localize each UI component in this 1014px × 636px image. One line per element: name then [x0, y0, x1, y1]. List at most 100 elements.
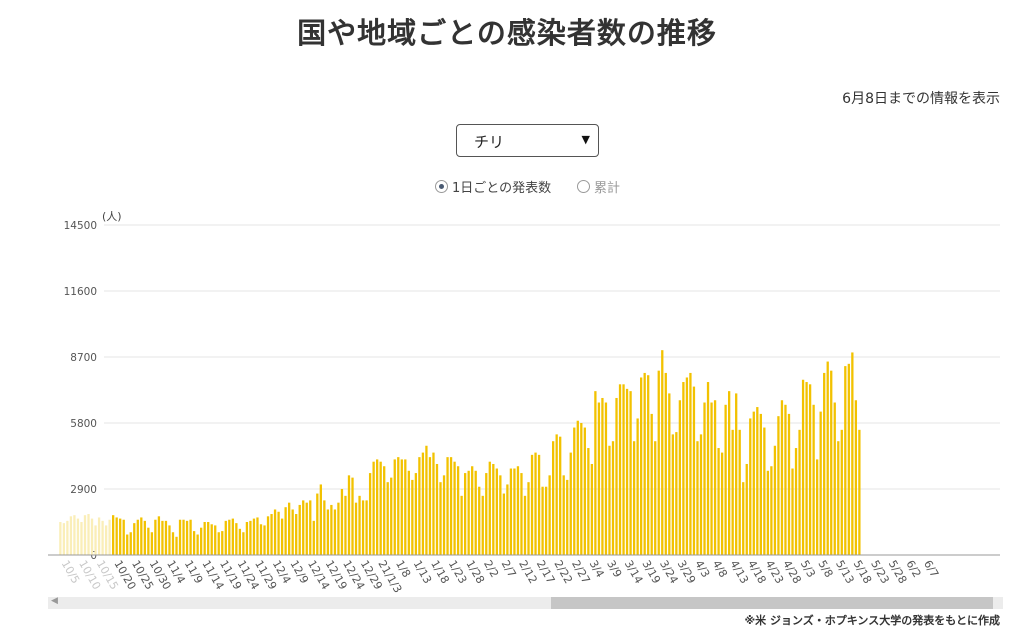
bar	[83, 515, 87, 555]
bar	[742, 482, 745, 555]
bar	[207, 522, 210, 555]
bar	[847, 363, 850, 555]
scrollbar-thumb[interactable]	[551, 597, 993, 609]
bar	[513, 468, 516, 555]
bar	[499, 475, 502, 555]
bar	[611, 441, 615, 555]
bar	[516, 466, 520, 555]
bar	[365, 500, 368, 555]
bar	[277, 511, 280, 555]
bar	[523, 495, 527, 555]
bar	[73, 515, 76, 555]
bar	[647, 375, 650, 555]
bar	[481, 495, 484, 555]
bar	[368, 473, 372, 555]
chart-scrollbar[interactable]: ◀	[48, 596, 1003, 609]
bar	[752, 411, 755, 555]
bar	[288, 502, 291, 555]
bar	[520, 473, 523, 555]
bar	[703, 402, 706, 555]
bar	[777, 416, 780, 555]
bar	[407, 470, 410, 555]
bar	[87, 514, 90, 555]
y-tick-label: 8700	[70, 352, 97, 364]
bar	[583, 427, 586, 555]
bar	[615, 397, 618, 555]
bar	[323, 500, 326, 555]
bar	[731, 429, 734, 555]
radio-daily[interactable]: 1日ごとの発表数	[435, 177, 551, 196]
bar	[351, 477, 354, 555]
bar	[738, 429, 741, 555]
bar	[76, 518, 80, 555]
x-tick-label: 4/8	[710, 558, 730, 580]
bar	[143, 520, 146, 555]
bar	[383, 466, 386, 555]
bar	[699, 434, 703, 555]
bar	[858, 429, 861, 555]
bar	[474, 470, 477, 555]
bar	[217, 532, 220, 555]
bar	[397, 457, 400, 555]
bar	[333, 509, 337, 555]
bar	[544, 486, 548, 555]
bar	[270, 514, 273, 555]
bar	[502, 493, 506, 555]
bar	[214, 525, 217, 555]
radio-cumulative-label: 累計	[594, 181, 621, 196]
bar	[122, 519, 125, 555]
bar	[284, 507, 287, 555]
bar	[358, 495, 361, 555]
bar	[773, 445, 777, 555]
bar	[668, 393, 671, 555]
bar	[390, 477, 393, 555]
bar	[780, 400, 784, 555]
bar	[361, 500, 365, 555]
bar	[340, 489, 344, 555]
bar	[541, 486, 544, 555]
bar	[805, 382, 808, 555]
x-tick-label: 5/8	[815, 558, 835, 580]
bar	[129, 532, 132, 555]
bar	[210, 524, 213, 555]
bar	[728, 391, 731, 555]
bar	[808, 384, 812, 555]
bar	[80, 522, 83, 555]
bar	[140, 517, 143, 555]
bar	[393, 459, 396, 555]
bar	[830, 370, 833, 555]
bar	[453, 461, 456, 555]
bar	[414, 473, 418, 555]
country-select[interactable]: チリ ▼	[456, 124, 599, 157]
bar	[735, 393, 738, 555]
bar	[601, 397, 604, 555]
bar	[126, 534, 129, 555]
bar	[717, 448, 720, 555]
bar	[101, 520, 104, 555]
bar	[759, 413, 762, 555]
bar	[713, 400, 717, 555]
bar	[411, 479, 414, 555]
scroll-left-arrow-icon[interactable]: ◀	[51, 596, 58, 606]
bar	[692, 386, 696, 555]
radio-daily-indicator	[435, 180, 448, 193]
bar	[330, 504, 333, 555]
bar	[108, 519, 111, 555]
update-note: 6月8日までの情報を表示	[842, 91, 1000, 107]
radio-cumulative[interactable]: 累計	[577, 177, 620, 196]
bar	[245, 522, 249, 555]
bar	[432, 452, 435, 555]
bar	[685, 377, 689, 555]
bar	[798, 429, 801, 555]
bar	[840, 429, 843, 555]
bar	[580, 423, 583, 555]
bar	[555, 434, 558, 555]
bar	[224, 520, 227, 555]
bar	[766, 470, 770, 555]
bar	[112, 515, 115, 555]
bar	[537, 454, 541, 555]
bar	[59, 522, 62, 555]
bar	[259, 524, 263, 555]
bar	[263, 525, 266, 555]
bar	[228, 519, 231, 555]
